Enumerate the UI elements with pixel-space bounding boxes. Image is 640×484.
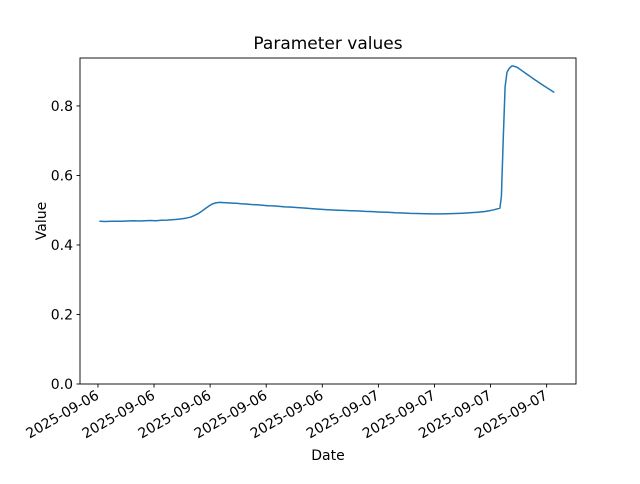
chart-title: Parameter values [253, 34, 402, 54]
y-tick-label: 0.4 [51, 238, 73, 254]
x-axis-label: Date [311, 448, 344, 464]
y-tick-label: 0.8 [51, 99, 73, 115]
axes-frame [79, 57, 577, 385]
plot-area: 0.00.20.40.60.82025-09-062025-09-062025-… [23, 57, 577, 442]
y-tick-label: 0.6 [51, 168, 73, 184]
y-tick-label: 0.2 [51, 307, 73, 323]
y-axis-label: Value [34, 202, 50, 240]
series-line [99, 65, 555, 223]
y-tick-label: 0.0 [51, 377, 73, 393]
